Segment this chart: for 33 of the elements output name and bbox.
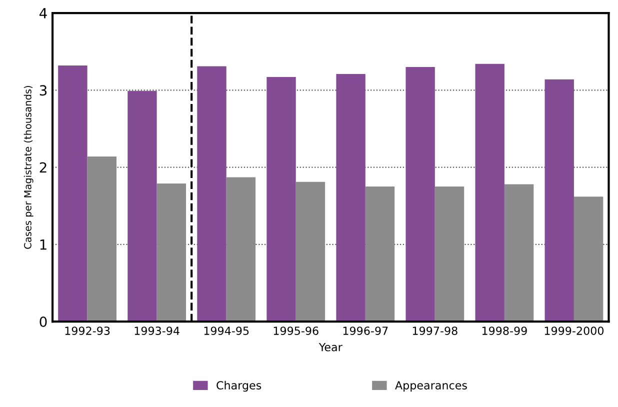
bar: [296, 182, 326, 322]
bar: [574, 196, 604, 322]
x-tick-label: 1995-96: [274, 326, 318, 335]
bar: [128, 90, 157, 322]
bar: [197, 66, 226, 322]
x-axis-title: Year: [318, 343, 342, 352]
y-axis-title: Cases per Magistrate (thousands): [24, 86, 34, 249]
x-tick-label: 1996-97: [343, 326, 388, 335]
bar: [544, 79, 574, 322]
x-tick-label: 1994-95: [204, 326, 249, 335]
bar: [266, 77, 296, 322]
y-tick-label: 2: [40, 162, 46, 173]
x-tick-label: 1992-93: [65, 326, 110, 335]
bar: [475, 64, 504, 322]
x-tick-label: 1999-2000: [544, 326, 604, 335]
x-tick-label: 1997-98: [412, 326, 458, 335]
bar: [156, 183, 186, 322]
bar: [87, 156, 116, 322]
bar: [365, 186, 395, 322]
y-tick-label: 3: [40, 85, 47, 96]
legend-label: Charges: [216, 380, 262, 392]
bar: [336, 74, 366, 322]
x-tick-label: 1998-99: [482, 326, 527, 335]
y-tick-label: 0: [40, 316, 47, 328]
bar: [58, 65, 88, 322]
y-tick-label: 4: [40, 8, 47, 18]
bar: [226, 177, 256, 322]
legend-label: Appearances: [395, 381, 467, 392]
bar: [504, 184, 534, 322]
x-tick-label: 1993-94: [134, 326, 180, 335]
y-tick-label: 1: [40, 240, 46, 250]
bar: [434, 186, 464, 322]
bar: [406, 67, 435, 322]
